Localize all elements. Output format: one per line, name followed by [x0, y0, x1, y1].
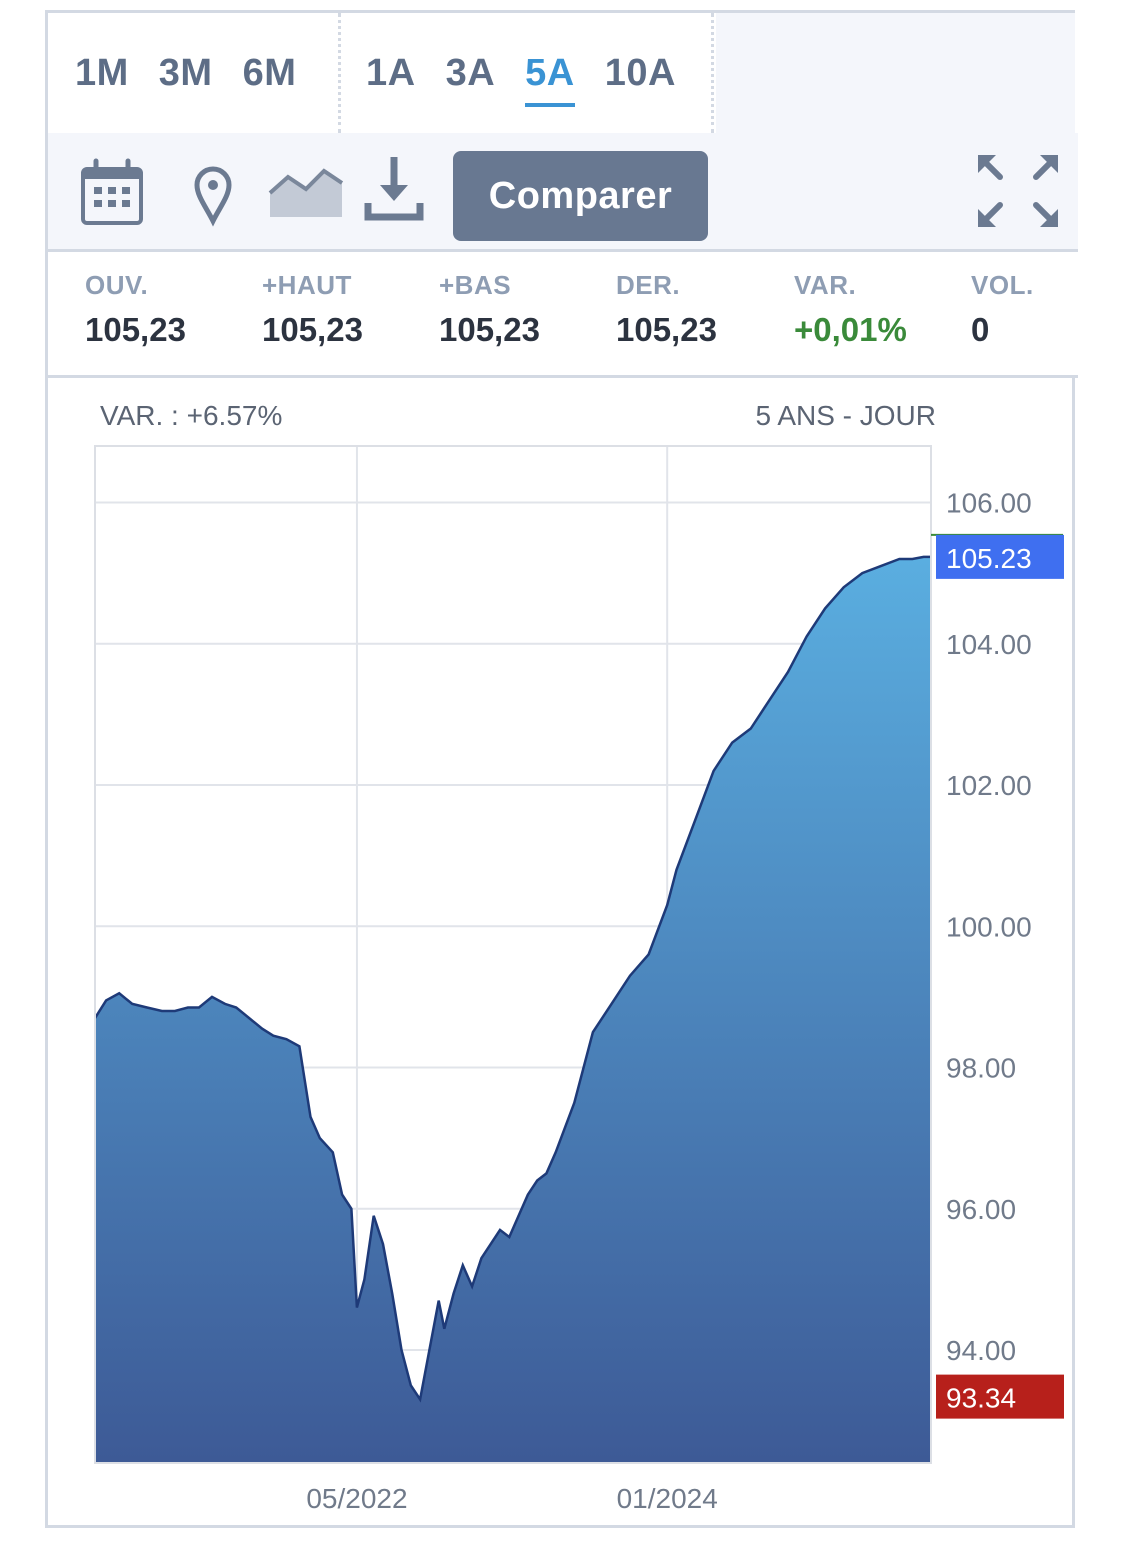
stat-low: +BAS 105,23: [439, 270, 540, 349]
period-3m-button[interactable]: 3M: [158, 51, 213, 94]
period-bar: 1M 3M 6M 1A 3A 5A 10A: [48, 13, 1078, 136]
stat-change: VAR. +0,01%: [794, 270, 907, 349]
stat-value: 105,23: [262, 311, 363, 348]
stat-label: +HAUT: [262, 270, 352, 300]
y-tick-label: 106.00: [946, 488, 1032, 519]
period-10a-button[interactable]: 10A: [604, 51, 676, 94]
chart-range: 5 ANS - JOUR: [755, 400, 936, 431]
stat-high: +HAUT 105,23: [262, 270, 363, 349]
stat-last: DER. 105,23: [616, 270, 717, 349]
stat-value: 105,23: [616, 311, 717, 348]
period-1m-button[interactable]: 1M: [75, 51, 129, 94]
period-divider: [711, 13, 714, 133]
price-chart[interactable]: 94.00 96.00 98.00 100.00 102.00 104.00 106.00 0…: [48, 378, 1078, 1528]
stat-value: 105,23: [439, 311, 540, 348]
chart-variation: VAR. : +6.57%: [100, 400, 283, 431]
period-divider: [338, 13, 341, 133]
period-bar-filler: [716, 13, 1075, 133]
period-1a-button[interactable]: 1A: [366, 51, 416, 94]
quote-stats: OUV. 105,23 +HAUT 105,23 +BAS 105,23 DER…: [48, 252, 1078, 378]
y-tick-label: 94.00: [946, 1335, 1016, 1366]
area-chart-icon[interactable]: [266, 133, 346, 254]
stat-label: VOL.: [971, 270, 1034, 300]
period-group-months: 1M 3M 6M: [75, 13, 326, 133]
compare-button[interactable]: Comparer: [453, 151, 708, 241]
period-6m-button[interactable]: 6M: [242, 51, 297, 94]
stat-label: VAR.: [794, 270, 857, 300]
fullscreen-icon[interactable]: [970, 133, 1066, 254]
x-tick-label: 05/2022: [306, 1483, 407, 1514]
stat-label: OUV.: [85, 270, 149, 300]
price-line: [93, 555, 931, 1403]
plot-frame: [94, 445, 932, 1464]
low-price-label: 93.34: [946, 1383, 1016, 1414]
stat-value: +0,01%: [794, 311, 907, 348]
y-tick-label: 104.00: [946, 629, 1032, 660]
stat-value: 105,23: [85, 311, 186, 348]
stat-value: 0: [971, 311, 990, 348]
stat-label: +BAS: [439, 270, 512, 300]
last-price-label: 105.23: [946, 543, 1032, 574]
low-price-badge: [936, 1374, 1064, 1419]
y-tick-label: 96.00: [946, 1194, 1016, 1225]
download-icon[interactable]: [362, 133, 426, 254]
y-tick-label: 98.00: [946, 1053, 1016, 1084]
chart-widget: 1M 3M 6M 1A 3A 5A 10A: [45, 10, 1078, 1528]
period-3a-button[interactable]: 3A: [445, 51, 496, 94]
y-tick-label: 100.00: [946, 911, 1032, 942]
chart-area: VAR. : +6.57% 5 ANS - JOUR 94.00 96.00 98.…: [48, 378, 1078, 1528]
last-price-badge: [936, 534, 1064, 579]
y-tick-label: 102.00: [946, 770, 1032, 801]
x-tick-label: 01/2024: [617, 1483, 718, 1514]
pin-icon[interactable]: [188, 133, 238, 254]
calendar-icon[interactable]: [76, 133, 148, 254]
price-area: [95, 556, 931, 1463]
stat-label: DER.: [616, 270, 681, 300]
stat-open: OUV. 105,23: [85, 270, 186, 349]
chart-toolbar: Comparer: [48, 133, 1078, 252]
period-group-years: 1A 3A 5A 10A: [366, 13, 706, 133]
period-5a-button[interactable]: 5A: [525, 51, 575, 107]
stat-volume: VOL. 0: [971, 270, 1034, 349]
